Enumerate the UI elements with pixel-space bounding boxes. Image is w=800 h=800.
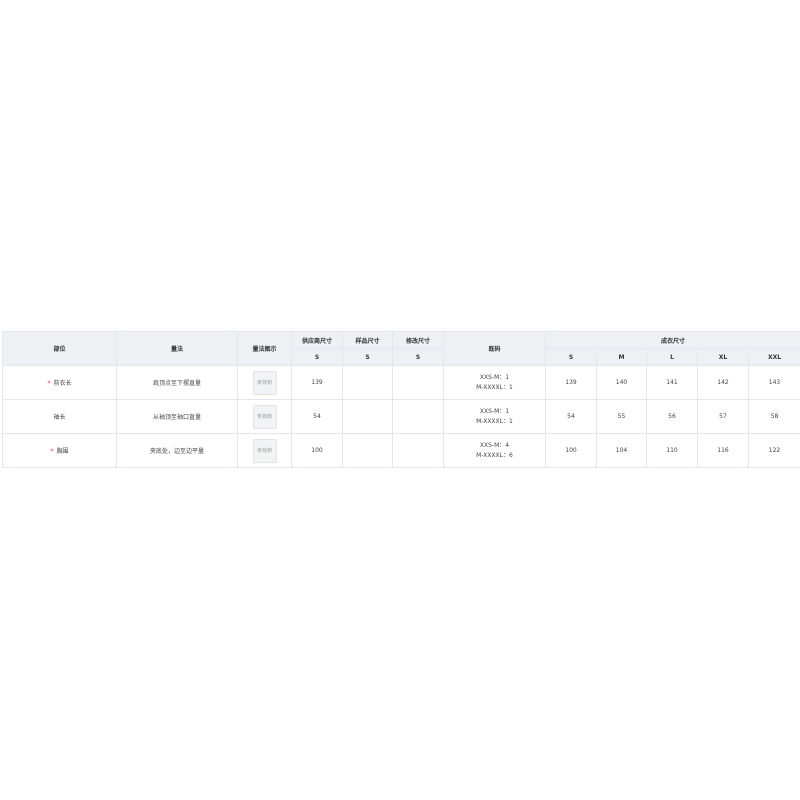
diagram-image-placeholder[interactable]: 未找到	[252, 370, 277, 395]
code-line: XXS-M：1	[479, 407, 510, 415]
code-line: XXS-M：4	[479, 441, 510, 449]
size-value-cell: 116	[697, 433, 749, 468]
header-codes: 既码	[443, 331, 546, 366]
diagram-cell: 未找到	[237, 433, 292, 468]
size-value-cell: 143	[747, 365, 800, 400]
method-cell: 从袖顶至袖口直量	[116, 399, 238, 434]
header-size: M	[596, 348, 647, 366]
code-line: XXS-M：1	[479, 373, 510, 381]
sample-cell	[342, 365, 393, 400]
header-finished: 成衣尺寸	[544, 331, 800, 349]
diagram-image-placeholder[interactable]: 未找到	[252, 404, 277, 429]
codes-cell: XXS-M：1 M-XXXXL：1	[443, 365, 546, 400]
sample-cell	[342, 433, 393, 468]
size-value-cell: 141	[646, 365, 698, 400]
required-mark: *	[50, 448, 54, 455]
header-method: 量法	[116, 331, 238, 366]
size-value-cell: 110	[646, 433, 698, 468]
table-row: * 胸围 夹底处，边至边平量 未找到 100 XXS-M：4 M-XXXXL：6 100 104…	[2, 433, 800, 468]
supplier-cell: 54	[291, 399, 343, 434]
size-value-cell: 57	[697, 399, 749, 434]
header-size: XL	[697, 348, 749, 366]
header-supplier: 供应商尺寸	[291, 331, 343, 349]
header-sample-size: S	[342, 348, 393, 366]
method-cell: 肩顶点至下摆直量	[116, 365, 238, 400]
required-mark: *	[47, 380, 51, 387]
size-value-cell: 139	[545, 365, 597, 400]
code-line: M-XXXXL：1	[476, 383, 513, 391]
header-modified-size: S	[392, 348, 444, 366]
size-value-cell: 140	[596, 365, 647, 400]
diagram-image-placeholder[interactable]: 未找到	[252, 438, 277, 463]
header-size: S	[545, 348, 597, 366]
part-cell: * 胸围	[2, 433, 117, 468]
supplier-cell: 100	[291, 433, 343, 468]
size-value-cell: 54	[545, 399, 597, 434]
modified-cell	[392, 433, 444, 468]
size-value-cell: 55	[596, 399, 647, 434]
part-label: 胸围	[56, 448, 69, 455]
modified-cell	[392, 365, 444, 400]
header-diagram: 量法图示	[237, 331, 292, 366]
modified-cell	[392, 399, 444, 434]
part-label: 袖长	[53, 414, 66, 421]
supplier-cell: 139	[291, 365, 343, 400]
diagram-cell: 未找到	[237, 399, 292, 434]
size-table: 部位 量法 量法图示 供应商尺寸 样品尺寸 修改尺寸 既码 成衣尺寸 S S S…	[2, 331, 800, 468]
size-value-cell: 122	[747, 433, 800, 468]
method-cell: 夹底处，边至边平量	[116, 433, 238, 468]
codes-cell: XXS-M：4 M-XXXXL：6	[443, 433, 546, 468]
codes-cell: XXS-M：1 M-XXXXL：1	[443, 399, 546, 434]
part-cell: 袖长	[2, 399, 117, 434]
size-value-cell: 58	[747, 399, 800, 434]
size-value-cell: 100	[545, 433, 597, 468]
part-cell: * 前衣长	[2, 365, 117, 400]
size-value-cell: 56	[646, 399, 698, 434]
code-line: M-XXXXL：6	[476, 451, 513, 459]
header-sample: 样品尺寸	[342, 331, 393, 349]
header-modified: 修改尺寸	[392, 331, 444, 349]
size-value-cell: 104	[596, 433, 647, 468]
header-supplier-size: S	[291, 348, 343, 366]
part-label: 前衣长	[53, 380, 72, 387]
table-row: * 前衣长 肩顶点至下摆直量 未找到 139 XXS-M：1 M-XXXXL：1 139 140…	[2, 365, 800, 400]
code-line: M-XXXXL：1	[476, 417, 513, 425]
diagram-cell: 未找到	[237, 365, 292, 400]
table-row: 袖长 从袖顶至袖口直量 未找到 54 XXS-M：1 M-XXXXL：1 54 55 56 57 5…	[2, 399, 800, 434]
sample-cell	[342, 399, 393, 434]
size-value-cell: 142	[697, 365, 749, 400]
header-size: XXL	[747, 348, 800, 366]
header-part: 部位	[2, 331, 117, 366]
header-size: L	[646, 348, 698, 366]
